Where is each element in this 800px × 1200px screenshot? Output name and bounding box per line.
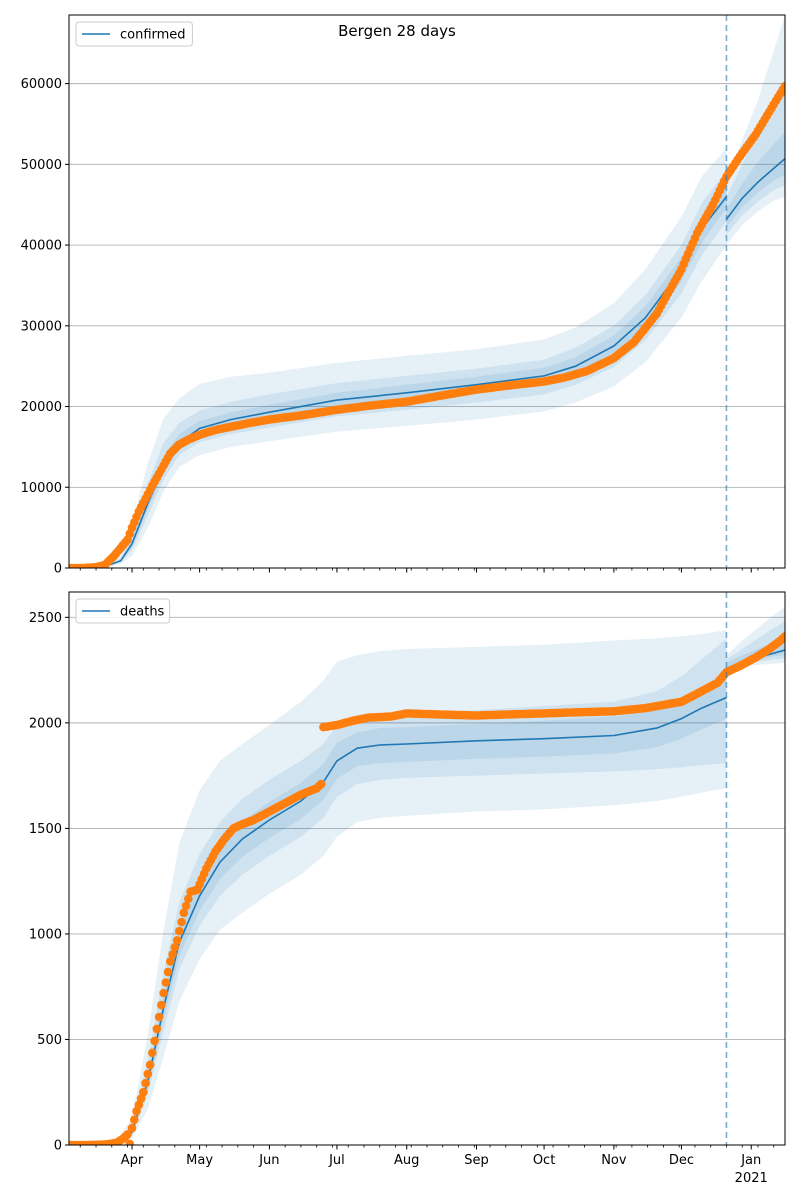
confirmed-panel: 0 10000 20000 30000 40000 50000 60000 confirmed <box>21 14 786 577</box>
y-tick-label: 0 <box>54 1139 62 1154</box>
x-tick-label: Sep <box>464 1153 489 1168</box>
observed-point <box>159 988 168 998</box>
legend-label: confirmed <box>120 28 186 43</box>
legend-label: deaths <box>120 605 165 620</box>
observed-point <box>150 1036 159 1046</box>
observed-point <box>148 1048 157 1058</box>
observed-point <box>154 1012 164 1022</box>
y-tick-label: 1500 <box>29 822 62 837</box>
x-tick-label: Apr <box>121 1153 144 1168</box>
fit-band-mid <box>69 638 727 1145</box>
fit-band-outer <box>69 630 727 1145</box>
observed-point <box>130 1115 139 1124</box>
observed-point <box>161 978 171 987</box>
x-tick-label: Jun <box>258 1153 279 1168</box>
y-tick-label: 500 <box>37 1033 62 1048</box>
plot-area <box>69 15 785 568</box>
observed-point <box>177 917 186 927</box>
observed-point <box>166 957 175 966</box>
observed-point <box>163 967 173 977</box>
fit-line <box>69 196 728 568</box>
forecast-band-mid <box>726 621 785 668</box>
y-tick-label: 2500 <box>29 611 62 626</box>
y-tick-label: 20000 <box>21 400 62 415</box>
observed-point <box>780 81 785 91</box>
observed-point <box>179 908 189 918</box>
observed-point <box>145 1060 155 1070</box>
observed-point <box>172 936 182 945</box>
observed-point <box>143 1069 153 1079</box>
deaths-panel: 0 500 1000 1500 2000 2500 Apr May Jun Jul Aug Sep Oc… <box>29 591 786 1186</box>
observed-point <box>152 1024 162 1034</box>
observed-point <box>184 894 193 904</box>
x-tick-label: Oct <box>533 1153 555 1168</box>
x-tick-label: Aug <box>394 1153 419 1168</box>
y-tick-label: 50000 <box>21 158 62 173</box>
x-tick-label: Jul <box>328 1153 345 1168</box>
observed-point <box>780 632 785 641</box>
fit-band-inner <box>69 676 727 1145</box>
y-tick-label: 40000 <box>21 239 62 254</box>
y-tick-label: 1000 <box>29 927 62 942</box>
y-tick-label: 60000 <box>21 77 62 92</box>
forecast-band-mid <box>726 87 785 235</box>
observed-point <box>175 926 184 936</box>
fit-band-outer <box>69 148 727 568</box>
plot-area <box>69 606 785 1145</box>
observed-point <box>181 901 191 911</box>
observed-point <box>127 1123 137 1133</box>
observed-point <box>141 1078 150 1088</box>
x-tick-label: Nov <box>601 1153 627 1168</box>
legend-box <box>75 598 171 624</box>
y-tick-label: 0 <box>54 562 62 577</box>
observed-point <box>170 943 180 952</box>
x-tick-label: May <box>186 1153 213 1168</box>
x-tick-label: Jan <box>740 1153 761 1168</box>
observed-point <box>168 950 177 959</box>
y-tick-label: 30000 <box>21 319 62 334</box>
observed-point <box>123 1130 132 1139</box>
forecast-line <box>725 158 785 220</box>
forecast-band-inner <box>726 132 785 228</box>
x-tick-label: Dec <box>669 1153 694 1168</box>
y-tick-label: 10000 <box>21 481 62 496</box>
legend-box <box>75 21 193 47</box>
observed-point <box>139 1087 148 1097</box>
y-tick-label: 2000 <box>29 716 62 731</box>
observed-point <box>157 1000 166 1010</box>
figure-title: Bergen 28 days <box>338 22 456 40</box>
observed-point <box>125 1139 135 1145</box>
x-year-label: 2021 <box>735 1171 768 1186</box>
observed-point <box>316 779 326 789</box>
